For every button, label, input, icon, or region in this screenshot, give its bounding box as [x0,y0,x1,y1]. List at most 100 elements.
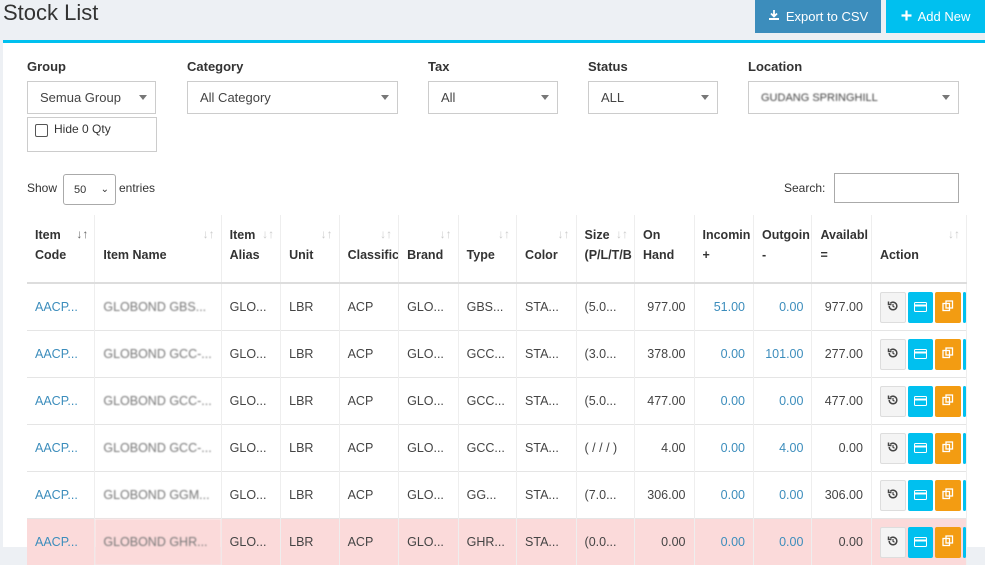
tax-select[interactable]: All [428,81,558,114]
copy-button[interactable] [935,480,961,511]
available-cell: 477.00 [812,378,872,425]
stock-card-button[interactable] [908,433,934,464]
status-select[interactable]: ALL [588,81,718,114]
history-button[interactable] [880,527,906,558]
outgoing-link[interactable]: 0.00 [754,378,812,425]
on-hand-cell: 306.00 [635,472,695,519]
location-label: Location [748,59,802,74]
more-button[interactable] [963,292,966,323]
incoming-link[interactable]: 51.00 [694,283,754,331]
outgoing-link[interactable]: 101.00 [754,331,812,378]
incoming-link[interactable]: 0.00 [694,331,754,378]
search-input[interactable] [834,173,959,203]
sort-icon: ↓↑ [262,224,274,244]
item-code-link[interactable]: AACP... [27,425,95,472]
col-header-text: Code [35,248,66,262]
category-select-value: All Category [200,90,271,105]
col-header-text: Hand [643,248,674,262]
copy-button[interactable] [935,386,961,417]
add-new-button[interactable]: Add New [886,0,985,33]
copy-button[interactable] [935,339,961,370]
history-button[interactable] [880,433,906,464]
color-cell: STA... [517,472,577,519]
col-header-unit[interactable]: Unit↓↑ [281,215,339,283]
brand-cell: GLO... [399,425,459,472]
col-header-outgoing: Outgoin - [754,215,812,283]
incoming-link[interactable]: 0.00 [694,472,754,519]
col-header-classification[interactable]: Classific↓↑ [339,215,399,283]
more-button[interactable] [963,527,966,558]
more-button[interactable] [963,386,966,417]
item-code-link[interactable]: AACP... [27,331,95,378]
unit-cell: LBR [281,331,339,378]
col-header-incoming: Incomin+ [694,215,754,283]
more-button[interactable] [963,339,966,370]
col-header-text: Size [585,228,610,242]
col-header-text: Item [35,228,61,242]
more-button[interactable] [963,433,966,464]
outgoing-link[interactable]: 0.00 [754,519,812,565]
available-cell: 306.00 [812,472,872,519]
col-header-text: - [762,248,766,262]
group-select[interactable]: Semua Group [27,81,156,114]
caret-down-icon [701,95,709,100]
col-header-size[interactable]: Size(P/L/T/B↓↑ [576,215,634,283]
hide-zero-qty-checkbox[interactable] [35,124,48,137]
chevron-down-icon: ⌄ [101,184,109,195]
incoming-link[interactable]: 0.00 [694,519,754,565]
outgoing-link[interactable]: 0.00 [754,472,812,519]
item-name-cell: GLOBOND GBS... [95,283,221,331]
stock-card-button[interactable] [908,527,934,558]
history-button[interactable] [880,339,906,370]
col-header-text: Incomin [703,228,751,242]
copy-button[interactable] [935,292,961,323]
col-header-item-name[interactable]: Item Name↓↑ [95,215,221,283]
action-cell [871,283,966,331]
stock-card-button[interactable] [908,386,934,417]
history-button[interactable] [880,292,906,323]
unit-cell: LBR [281,472,339,519]
color-cell: STA... [517,378,577,425]
caret-down-icon [381,95,389,100]
action-cell [871,472,966,519]
stock-card-button[interactable] [908,480,934,511]
col-header-action[interactable]: Action↓↑ [871,215,966,283]
item-code-link[interactable]: AACP... [27,519,95,565]
item-name-cell: GLOBOND GCC-... [95,425,221,472]
incoming-link[interactable]: 0.00 [694,425,754,472]
item-code-link[interactable]: AACP... [27,472,95,519]
col-header-text: Outgoin [762,228,810,242]
item-code-link[interactable]: AACP... [27,378,95,425]
location-select[interactable]: GUDANG SPRINGHILL [748,81,959,114]
entries-select[interactable]: 50 ⌄ [63,174,116,205]
history-button[interactable] [880,480,906,511]
copy-button[interactable] [935,527,961,558]
sort-icon: ↓↑ [498,224,510,244]
category-select[interactable]: All Category [187,81,398,114]
outgoing-link[interactable]: 0.00 [754,283,812,331]
search-label: Search: [784,181,825,195]
copy-button[interactable] [935,433,961,464]
unit-cell: LBR [281,283,339,331]
incoming-link[interactable]: 0.00 [694,378,754,425]
outgoing-link[interactable]: 4.00 [754,425,812,472]
export-csv-button[interactable]: Export to CSV [755,0,881,33]
more-button[interactable] [963,480,966,511]
col-header-color[interactable]: Color↓↑ [517,215,577,283]
add-new-label: Add New [918,9,971,24]
item-code-link[interactable]: AACP... [27,283,95,331]
status-label: Status [588,59,628,74]
col-header-text: = [820,248,827,262]
brand-cell: GLO... [399,472,459,519]
history-button[interactable] [880,386,906,417]
type-cell: GCC... [458,331,516,378]
col-header-brand[interactable]: Brand↓↑ [399,215,459,283]
classification-cell: ACP [339,378,399,425]
stock-card-button[interactable] [908,339,934,370]
stock-card-button[interactable] [908,292,934,323]
col-header-type[interactable]: Type↓↑ [458,215,516,283]
